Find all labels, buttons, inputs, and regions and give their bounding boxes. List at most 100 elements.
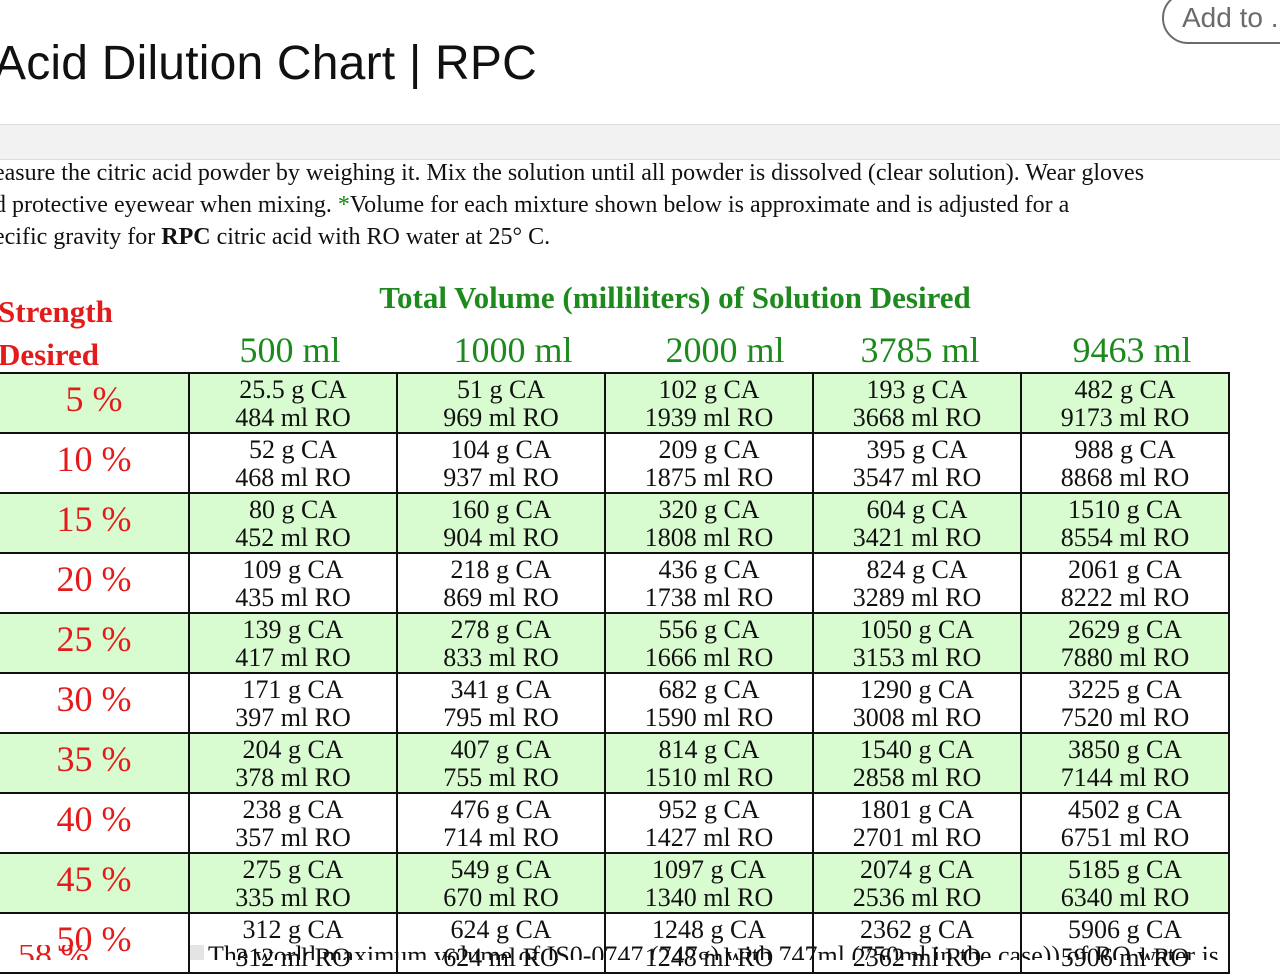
citric-acid-amount: 312 g CA [242, 915, 344, 944]
mixture-cell: 171 g CA 397 ml RO [188, 672, 398, 734]
toolbar-band [0, 124, 1280, 160]
table-row: 25 % 139 g CA 417 ml RO 278 g CA 833 ml RO 55… [0, 612, 1230, 674]
ro-water-amount: 6751 ml RO [1060, 823, 1190, 852]
mixture-cell: 395 g CA 3547 ml RO [812, 432, 1022, 494]
ro-water-amount: 435 ml RO [235, 583, 351, 612]
table-row: 35 % 204 g CA 378 ml RO 407 g CA 755 ml RO 81… [0, 732, 1230, 794]
mixture-cell: 4502 g CA 6751 ml RO [1020, 792, 1230, 854]
citric-acid-amount: 988 g CA [1074, 435, 1176, 464]
citric-acid-amount: 171 g CA [242, 675, 344, 704]
mixture-cell: 238 g CA 357 ml RO [188, 792, 398, 854]
table-row: 50 % 312 g CA 312 ml RO 624 g CA 624 ml RO 12… [0, 912, 1230, 974]
citric-acid-amount: 52 g CA [248, 435, 338, 464]
total-volume-heading: Total Volume (milliliters) of Solution D… [379, 280, 971, 315]
mixture-cell: 102 g CA 1939 ml RO [604, 372, 814, 434]
citric-acid-amount: 102 g CA [658, 375, 760, 404]
ro-water-amount: 2701 ml RO [852, 823, 982, 852]
ro-water-amount: 1875 ml RO [644, 463, 774, 492]
mixture-cell: 341 g CA 795 ml RO [396, 672, 606, 734]
mixture-cell: 3850 g CA 7144 ml RO [1020, 732, 1230, 794]
mixture-cell: 2629 g CA 7880 ml RO [1020, 612, 1230, 674]
ro-water-amount: 3153 ml RO [852, 643, 982, 672]
mixture-cell: 80 g CA 452 ml RO [188, 492, 398, 554]
citric-acid-amount: 2061 g CA [1067, 555, 1183, 584]
citric-acid-amount: 5185 g CA [1067, 855, 1183, 884]
partial-shade [190, 945, 204, 960]
mixture-cell: 160 g CA 904 ml RO [396, 492, 606, 554]
ro-water-amount: 670 ml RO [443, 883, 559, 912]
mixture-cell: 482 g CA 9173 ml RO [1020, 372, 1230, 434]
table-row: 30 % 171 g CA 397 ml RO 341 g CA 795 ml RO 68… [0, 672, 1230, 734]
mixture-cell: 1097 g CA 1340 ml RO [604, 852, 814, 914]
citric-acid-amount: 209 g CA [658, 435, 760, 464]
mixture-cell: 193 g CA 3668 ml RO [812, 372, 1022, 434]
citric-acid-amount: 436 g CA [658, 555, 760, 584]
ro-water-amount: 904 ml RO [443, 523, 559, 552]
citric-acid-amount: 238 g CA [242, 795, 344, 824]
ro-water-amount: 7880 ml RO [1060, 643, 1190, 672]
strength-cell: 10 % [0, 432, 190, 494]
citric-acid-amount: 204 g CA [242, 735, 344, 764]
mixture-cell: 1290 g CA 3008 ml RO [812, 672, 1022, 734]
ro-water-amount: 7144 ml RO [1060, 763, 1190, 792]
ro-water-amount: 9173 ml RO [1060, 403, 1190, 432]
intro-line-2-text-a: d protective eyewear when mixing. [0, 192, 338, 218]
mixture-cell: 624 g CA 624 ml RO [396, 912, 606, 974]
ro-water-amount: 397 ml RO [235, 703, 351, 732]
strength-desired-heading: Strength Desired [0, 290, 113, 376]
citric-acid-amount: 952 g CA [658, 795, 760, 824]
table-row: 40 % 238 g CA 357 ml RO 476 g CA 714 ml RO 95… [0, 792, 1230, 854]
mixture-cell: 604 g CA 3421 ml RO [812, 492, 1022, 554]
ro-water-amount: 357 ml RO [235, 823, 351, 852]
strength-cell: 15 % [0, 492, 190, 554]
mixture-cell: 1540 g CA 2858 ml RO [812, 732, 1022, 794]
citric-acid-amount: 104 g CA [450, 435, 552, 464]
asterisk-note: * [337, 192, 350, 218]
ro-water-amount: 8222 ml RO [1060, 583, 1190, 612]
citric-acid-amount: 218 g CA [450, 555, 552, 584]
ro-water-amount: 3547 ml RO [852, 463, 982, 492]
strength-cell: 50 % [0, 912, 190, 974]
table-row: 15 % 80 g CA 452 ml RO 160 g CA 904 ml RO 320… [0, 492, 1230, 554]
add-to-button[interactable]: Add to ... [1162, 0, 1280, 44]
citric-acid-amount: 556 g CA [658, 615, 760, 644]
citric-acid-amount: 1510 g CA [1067, 495, 1183, 524]
intro-line-3: ecific gravity for RPC citric acid with … [0, 221, 1254, 253]
strength-cell: 40 % [0, 792, 190, 854]
ro-water-amount: 969 ml RO [443, 403, 559, 432]
mixture-cell: 1050 g CA 3153 ml RO [812, 612, 1022, 674]
strength-cell: 45 % [0, 852, 190, 914]
intro-line-3-text-b: citric acid with RO water at 25° C. [210, 224, 551, 250]
mixture-cell: 139 g CA 417 ml RO [188, 612, 398, 674]
mixture-cell: 209 g CA 1875 ml RO [604, 432, 814, 494]
intro-line-1: easure the citric acid powder by weighin… [0, 160, 1145, 186]
citric-acid-amount: 51 g CA [456, 375, 546, 404]
mixture-cell: 988 g CA 8868 ml RO [1020, 432, 1230, 494]
ro-water-amount: 1590 ml RO [644, 703, 774, 732]
mixture-cell: 204 g CA 378 ml RO [188, 732, 398, 794]
ro-water-amount: 1666 ml RO [644, 643, 774, 672]
ro-water-amount: 378 ml RO [235, 763, 351, 792]
strength-cell: 30 % [0, 672, 190, 734]
ro-water-amount: 2536 ml RO [852, 883, 982, 912]
mixture-cell: 51 g CA 969 ml RO [396, 372, 606, 434]
table-row: 20 % 109 g CA 435 ml RO 218 g CA 869 ml RO 43… [0, 552, 1230, 614]
citric-acid-amount: 2629 g CA [1067, 615, 1183, 644]
ro-water-amount: 3668 ml RO [852, 403, 982, 432]
mixture-cell: 3225 g CA 7520 ml RO [1020, 672, 1230, 734]
citric-acid-amount: 160 g CA [450, 495, 552, 524]
mixture-cell: 556 g CA 1666 ml RO [604, 612, 814, 674]
mixture-cell: 320 g CA 1808 ml RO [604, 492, 814, 554]
ro-water-amount: 7520 ml RO [1060, 703, 1190, 732]
mixture-cell: 275 g CA 335 ml RO [188, 852, 398, 914]
mixture-cell: 5906 g CA 5906 ml RO [1020, 912, 1230, 974]
citric-acid-amount: 25.5 g CA [239, 375, 347, 404]
mixture-cell: 312 g CA 312 ml RO [188, 912, 398, 974]
mixture-cell: 1510 g CA 8554 ml RO [1020, 492, 1230, 554]
mixture-cell: 952 g CA 1427 ml RO [604, 792, 814, 854]
dilution-table: 5 % 25.5 g CA 484 ml RO 51 g CA 969 ml RO 102… [0, 372, 1230, 974]
ro-water-amount: 3421 ml RO [852, 523, 982, 552]
mixture-cell: 25.5 g CA 484 ml RO [188, 372, 398, 434]
citric-acid-amount: 5906 g CA [1067, 915, 1183, 944]
ro-water-amount: 2858 ml RO [852, 763, 982, 792]
